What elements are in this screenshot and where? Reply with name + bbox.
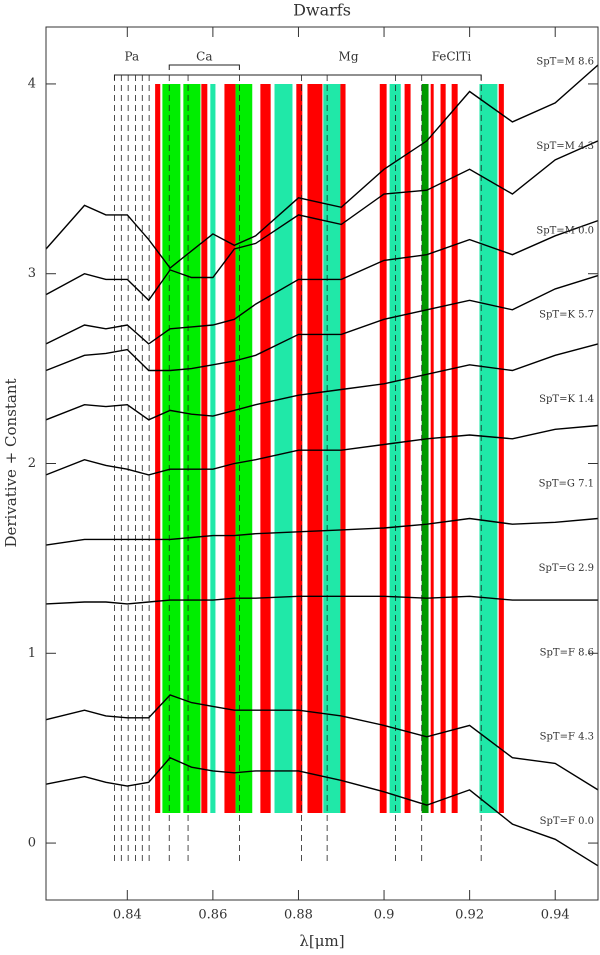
band bbox=[379, 84, 387, 813]
spectrum-line bbox=[45, 64, 599, 269]
spectrum-line bbox=[45, 424, 599, 476]
spectrum-line bbox=[45, 219, 599, 345]
bracket bbox=[113, 74, 482, 80]
band bbox=[451, 84, 458, 813]
band bbox=[404, 84, 411, 813]
x-tick-label: 0.88 bbox=[284, 908, 313, 923]
series-label: SpT=G 7.1 bbox=[539, 479, 594, 490]
band bbox=[421, 84, 429, 813]
spectrum-line bbox=[45, 756, 599, 867]
band bbox=[155, 84, 161, 813]
band bbox=[296, 84, 303, 813]
spectrum-line bbox=[45, 595, 598, 605]
x-tick-label: 0.86 bbox=[198, 908, 227, 923]
x-tick-label: 0.94 bbox=[541, 908, 570, 923]
band bbox=[210, 84, 216, 813]
x-tick-label: 0.92 bbox=[455, 908, 484, 923]
y-tick-label: 2 bbox=[28, 456, 36, 471]
y-tick-label: 1 bbox=[28, 646, 36, 661]
series-label: SpT=K 1.4 bbox=[539, 394, 594, 405]
spectrum-line bbox=[45, 517, 599, 546]
band bbox=[307, 84, 323, 813]
series-label: SpT=K 5.7 bbox=[539, 310, 594, 321]
band bbox=[274, 84, 293, 813]
band bbox=[260, 84, 271, 813]
axes: 0.84 0.86 0.88 0.9 0.92 0.94 0 1 2 3 4 bbox=[28, 26, 599, 923]
band bbox=[183, 84, 201, 813]
x-tick-label: 0.9 bbox=[374, 908, 395, 923]
line-group-label: Mg bbox=[339, 50, 359, 64]
x-axis-label: λ[μm] bbox=[299, 932, 344, 950]
spectrum-line bbox=[45, 274, 599, 372]
band bbox=[224, 84, 236, 813]
band bbox=[323, 84, 341, 813]
spectrum-line bbox=[45, 343, 599, 421]
series-label: SpT=G 2.9 bbox=[539, 563, 594, 574]
curves: SpT=M 8.6 SpT=M 4.3 SpT=M 0.0 SpT=K 5.7 SpT=… bbox=[45, 57, 599, 867]
chart-title: Dwarfs bbox=[293, 1, 351, 20]
reference-lines: Pa Ca Mg FeClTi bbox=[113, 50, 482, 862]
series-label: SpT=F 8.6 bbox=[540, 647, 594, 658]
band bbox=[162, 84, 181, 813]
line-group-label: Ca bbox=[196, 50, 212, 64]
y-axis-label: Derivative + Constant bbox=[2, 378, 20, 547]
band bbox=[430, 84, 434, 813]
series-label: SpT=M 4.3 bbox=[536, 141, 594, 152]
band bbox=[440, 84, 446, 813]
series-label: SpT=F 4.3 bbox=[540, 732, 594, 743]
band bbox=[235, 84, 253, 813]
series-label: SpT=F 0.0 bbox=[540, 816, 594, 827]
band bbox=[479, 84, 498, 813]
series-label: SpT=M 8.6 bbox=[536, 57, 594, 68]
spectrum-line bbox=[45, 140, 599, 302]
band bbox=[340, 84, 346, 813]
band bbox=[201, 84, 208, 813]
spectrum-line bbox=[45, 694, 599, 791]
series-label: SpT=M 0.0 bbox=[536, 225, 594, 236]
bands bbox=[155, 84, 504, 813]
y-tick-label: 3 bbox=[28, 266, 36, 281]
y-tick-label: 4 bbox=[28, 76, 36, 91]
line-group-label: FeClTi bbox=[432, 50, 472, 64]
bracket bbox=[168, 64, 240, 70]
y-tick-label: 0 bbox=[28, 836, 36, 851]
x-tick-label: 0.84 bbox=[113, 908, 142, 923]
band bbox=[389, 84, 401, 813]
band bbox=[498, 84, 504, 813]
line-group-label: Pa bbox=[124, 50, 139, 64]
